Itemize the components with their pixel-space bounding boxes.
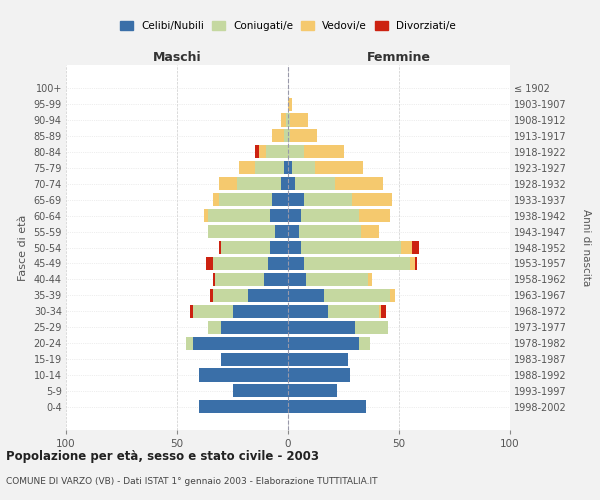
Text: Femmine: Femmine xyxy=(367,51,431,64)
Bar xyxy=(314,162,364,174)
Bar xyxy=(266,146,288,158)
Bar xyxy=(284,130,288,142)
Bar xyxy=(288,98,292,110)
Bar xyxy=(359,209,390,222)
Bar xyxy=(288,114,290,126)
Bar xyxy=(304,257,410,270)
Bar xyxy=(288,209,301,222)
Bar xyxy=(299,225,361,238)
Bar xyxy=(288,336,359,349)
Bar xyxy=(254,146,259,158)
Bar xyxy=(212,193,219,206)
Bar xyxy=(212,257,268,270)
Bar xyxy=(352,193,392,206)
Bar xyxy=(221,352,288,366)
Bar xyxy=(328,304,379,318)
Bar xyxy=(190,304,193,318)
Bar xyxy=(239,162,254,174)
Bar xyxy=(199,368,288,382)
Bar xyxy=(390,289,395,302)
Bar xyxy=(288,241,301,254)
Bar xyxy=(288,289,323,302)
Bar xyxy=(219,177,237,190)
Bar xyxy=(368,273,373,286)
Bar xyxy=(254,162,284,174)
Bar xyxy=(288,193,304,206)
Bar xyxy=(415,257,417,270)
Legend: Celibi/Nubili, Coniugati/e, Vedovi/e, Divorziati/e: Celibi/Nubili, Coniugati/e, Vedovi/e, Di… xyxy=(118,19,458,34)
Bar xyxy=(186,336,193,349)
Bar xyxy=(206,257,212,270)
Bar xyxy=(286,114,288,126)
Bar xyxy=(401,241,412,254)
Bar xyxy=(295,177,335,190)
Bar xyxy=(281,177,288,190)
Bar xyxy=(304,193,352,206)
Bar xyxy=(288,304,328,318)
Bar xyxy=(215,273,263,286)
Bar xyxy=(381,304,386,318)
Bar xyxy=(221,241,270,254)
Bar xyxy=(379,304,381,318)
Bar xyxy=(290,130,317,142)
Bar xyxy=(219,241,221,254)
Bar xyxy=(208,209,270,222)
Bar xyxy=(288,257,304,270)
Bar xyxy=(288,384,337,398)
Bar xyxy=(306,273,368,286)
Bar xyxy=(212,289,248,302)
Bar xyxy=(219,193,272,206)
Bar xyxy=(288,146,304,158)
Bar xyxy=(193,336,288,349)
Text: COMUNE DI VARZO (VB) - Dati ISTAT 1° gennaio 2003 - Elaborazione TUTTITALIA.IT: COMUNE DI VARZO (VB) - Dati ISTAT 1° gen… xyxy=(6,478,377,486)
Bar xyxy=(193,304,233,318)
Bar xyxy=(259,146,266,158)
Bar xyxy=(270,241,288,254)
Bar xyxy=(248,289,288,302)
Bar xyxy=(335,177,383,190)
Text: Popolazione per età, sesso e stato civile - 2003: Popolazione per età, sesso e stato civil… xyxy=(6,450,319,463)
Bar xyxy=(275,225,288,238)
Bar xyxy=(288,400,366,413)
Y-axis label: Anni di nascita: Anni di nascita xyxy=(581,209,591,286)
Bar xyxy=(272,193,288,206)
Bar xyxy=(288,320,355,334)
Bar xyxy=(304,146,343,158)
Bar xyxy=(288,225,299,238)
Bar xyxy=(268,257,288,270)
Bar xyxy=(212,273,215,286)
Bar xyxy=(288,352,348,366)
Bar xyxy=(410,257,415,270)
Bar xyxy=(281,114,286,126)
Bar xyxy=(270,209,288,222)
Bar xyxy=(288,273,306,286)
Bar xyxy=(301,209,359,222)
Bar xyxy=(272,130,284,142)
Bar xyxy=(359,336,370,349)
Bar xyxy=(288,162,292,174)
Bar xyxy=(221,320,288,334)
Y-axis label: Fasce di età: Fasce di età xyxy=(18,214,28,280)
Bar xyxy=(233,384,288,398)
Bar xyxy=(412,241,419,254)
Bar xyxy=(355,320,388,334)
Bar xyxy=(361,225,379,238)
Bar xyxy=(210,289,212,302)
Bar xyxy=(208,225,275,238)
Bar xyxy=(290,114,308,126)
Bar xyxy=(208,320,221,334)
Bar xyxy=(292,162,314,174)
Bar xyxy=(288,130,290,142)
Bar xyxy=(323,289,390,302)
Bar xyxy=(288,368,350,382)
Bar xyxy=(237,177,281,190)
Text: Maschi: Maschi xyxy=(152,51,202,64)
Bar xyxy=(203,209,208,222)
Bar xyxy=(199,400,288,413)
Bar xyxy=(233,304,288,318)
Bar xyxy=(284,162,288,174)
Bar xyxy=(288,177,295,190)
Bar xyxy=(301,241,401,254)
Bar xyxy=(263,273,288,286)
